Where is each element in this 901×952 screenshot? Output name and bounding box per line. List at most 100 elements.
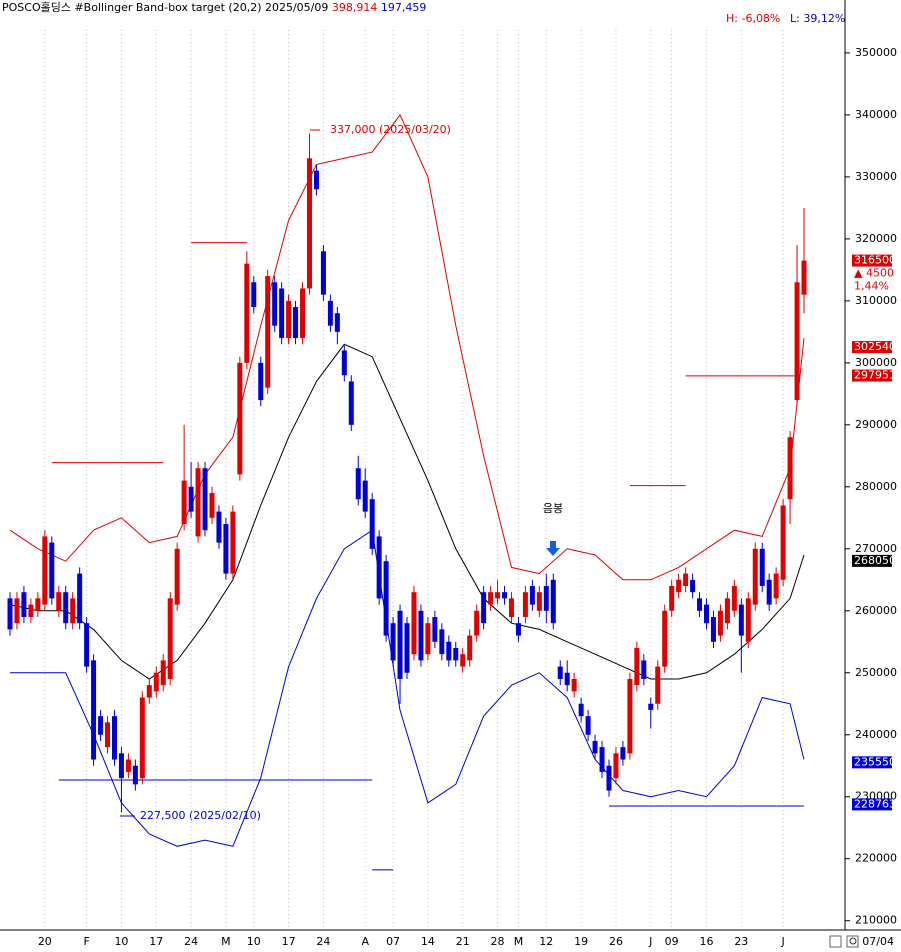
candle-body <box>578 703 584 717</box>
y-tick-label: 280000 <box>855 480 897 493</box>
x-tick-label: 10 <box>114 935 128 948</box>
icon-button[interactable] <box>846 935 859 948</box>
candle-body <box>105 722 111 748</box>
change-pct: 1,44% <box>854 280 889 293</box>
price-tag <box>852 341 892 354</box>
x-tick-label: A <box>361 935 369 948</box>
icon-glyph <box>849 937 857 945</box>
candle-body <box>70 598 76 624</box>
candle-body <box>348 381 354 425</box>
candle-body <box>676 579 682 593</box>
candle-body <box>495 592 501 599</box>
note-low: 227,500 (2025/02/10) <box>140 809 261 822</box>
y-tick-label: 240000 <box>855 728 897 741</box>
y-tick-label: 290000 <box>855 418 897 431</box>
candle-body <box>606 765 612 791</box>
icon-button[interactable] <box>829 935 842 948</box>
candle-body <box>77 573 83 624</box>
candle-body <box>564 672 570 686</box>
price-tag-label: 228763 <box>854 797 896 810</box>
candle-body <box>160 660 166 686</box>
candle-body <box>515 623 521 636</box>
x-tick-label: 21 <box>456 935 470 948</box>
candle-body <box>369 499 375 549</box>
y-tick-label: 270000 <box>855 542 897 555</box>
x-tick-label: 24 <box>184 935 198 948</box>
x-tick-label: 26 <box>609 935 623 948</box>
candle-body <box>787 437 793 500</box>
y-tick-label: 220000 <box>855 852 897 865</box>
candle-body <box>174 548 180 605</box>
candle-body <box>745 598 751 642</box>
candle-body <box>14 598 20 624</box>
candle-body <box>557 666 563 679</box>
candle-body <box>84 623 90 667</box>
candle-body <box>132 765 138 785</box>
price-tag-label: 316500 <box>854 254 896 267</box>
price-tag <box>852 369 892 382</box>
candle-body <box>118 753 124 779</box>
candle-body <box>467 635 473 661</box>
candle-body <box>334 313 340 332</box>
candle-body <box>599 747 605 772</box>
candle-body <box>425 623 431 655</box>
candle-body <box>550 579 556 624</box>
candle-body <box>710 616 716 642</box>
candle-body <box>592 740 598 754</box>
candle-body <box>634 647 640 686</box>
candle-body <box>446 641 452 661</box>
candle-body <box>620 747 626 760</box>
candle-body <box>543 585 549 611</box>
price-tag-label: 235550 <box>854 755 896 768</box>
chart-title: POSCO홀딩스 #Bollinger Band-box target (20,… <box>2 1 426 14</box>
price-tag-label: 268050 <box>854 554 896 567</box>
candle-body <box>91 660 97 760</box>
candle-body <box>432 616 438 642</box>
candle-body <box>42 536 48 605</box>
note-signal: 음봉 <box>543 502 563 515</box>
candle-body <box>293 307 299 339</box>
candle-body <box>181 480 187 525</box>
candle-body <box>300 288 306 339</box>
candle-body <box>49 542 55 599</box>
band-middle <box>9 343 805 680</box>
candle-body <box>801 260 807 295</box>
candle-body <box>766 579 772 605</box>
candle-body <box>153 672 159 692</box>
candle-body <box>244 263 250 363</box>
candle-body <box>502 592 508 599</box>
candle-body <box>585 716 591 735</box>
candle-body <box>404 623 410 673</box>
candle-body <box>397 610 403 679</box>
x-tick-label: 17 <box>282 935 296 948</box>
x-tick-label: M <box>221 935 231 948</box>
candle-body <box>453 647 459 661</box>
candle-body <box>306 158 312 289</box>
candle-body <box>648 703 654 710</box>
candle-body <box>35 598 41 611</box>
price-tag <box>852 798 892 811</box>
candle-body <box>655 666 661 704</box>
x-tick-label: 07 <box>386 935 400 948</box>
candle-body <box>188 486 194 512</box>
candle-body <box>418 610 424 661</box>
candle-body <box>195 468 201 537</box>
candle-body <box>139 697 145 779</box>
candle-body <box>752 548 758 605</box>
candle-body <box>362 480 368 512</box>
x-tick-label: F <box>83 935 89 948</box>
candle-body <box>724 598 730 624</box>
candle-body <box>376 536 382 599</box>
candle-body <box>98 716 104 735</box>
candle-body <box>383 561 389 636</box>
candle-body <box>411 592 417 655</box>
note-high: 337,000 (2025/03/20) <box>330 123 451 136</box>
candle-body <box>237 362 243 475</box>
x-tick-label: 19 <box>574 935 588 948</box>
candle-body <box>286 300 292 339</box>
candle-body <box>341 350 347 376</box>
candle-body <box>522 592 528 617</box>
candle-body <box>230 511 236 574</box>
price-tag <box>852 756 892 769</box>
